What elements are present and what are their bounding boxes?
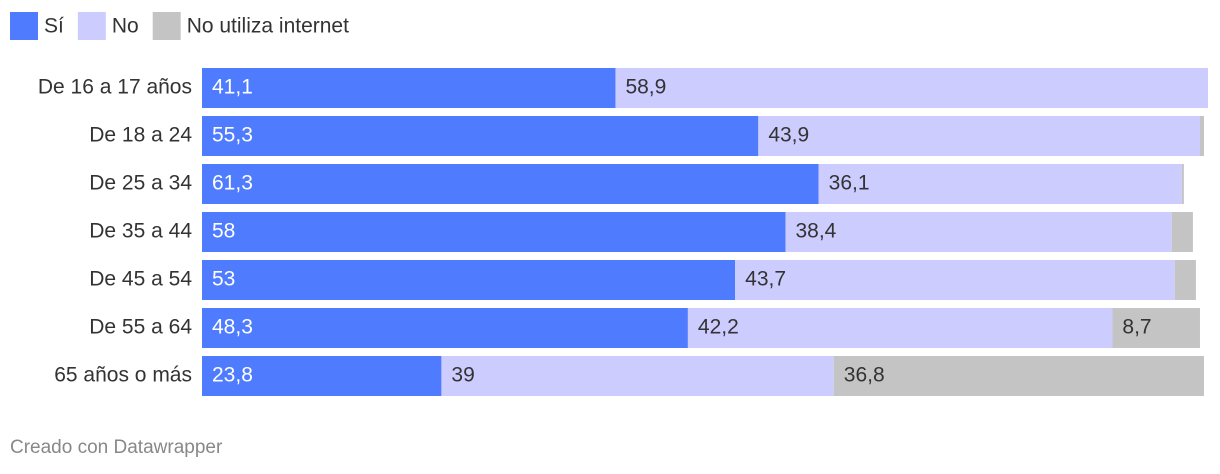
- bar-segment: [785, 212, 1172, 252]
- y-tick-label: De 25 a 34: [89, 172, 192, 195]
- value-label: 43,9: [768, 124, 809, 147]
- bar-segment: [615, 68, 1208, 108]
- bar-segment: [687, 308, 1113, 348]
- legend-label: No utiliza internet: [187, 15, 349, 38]
- legend: Sí No No utiliza internet: [10, 12, 349, 40]
- bar-segment: [202, 212, 786, 252]
- y-tick-label: De 55 a 64: [89, 316, 192, 339]
- value-label: 38,4: [795, 220, 836, 243]
- value-label: 42,2: [698, 316, 739, 339]
- legend-swatch: [152, 12, 181, 40]
- footer: Creado con Datawrapper: [10, 437, 223, 458]
- value-label: 36,1: [829, 172, 870, 195]
- bar-segment: [202, 68, 616, 108]
- value-label: 55,3: [212, 124, 253, 147]
- y-tick-label: De 45 a 54: [89, 268, 192, 291]
- bar-segment: [1171, 212, 1193, 252]
- bar-segment: [202, 308, 688, 348]
- bar-segment: [202, 260, 736, 300]
- y-tick-label: De 16 a 17 años: [38, 76, 192, 99]
- value-label: 23,8: [212, 364, 253, 387]
- value-label: 48,3: [212, 316, 253, 339]
- bar-segment: [833, 356, 1204, 396]
- value-label: 36,8: [844, 364, 885, 387]
- bar-segment: [1181, 164, 1184, 204]
- bar-segment: [818, 164, 1182, 204]
- bar-segment: [441, 356, 834, 396]
- bar-segment: [1174, 260, 1196, 300]
- y-tick-label: 65 años o más: [54, 364, 192, 387]
- value-label: 43,7: [745, 268, 786, 291]
- bar-segment: [202, 356, 442, 396]
- legend-label: No: [112, 15, 139, 38]
- bar-segment: [1199, 116, 1204, 156]
- bar-segment: [758, 116, 1200, 156]
- bar-segment: [202, 164, 819, 204]
- y-tick-label: De 18 a 24: [89, 124, 192, 147]
- value-label: 53: [212, 268, 235, 291]
- value-label: 58: [212, 220, 235, 243]
- legend-swatch: [77, 12, 106, 40]
- y-tick-label: De 35 a 44: [89, 220, 192, 243]
- legend-swatch: [10, 12, 38, 40]
- legend-label: Sí: [44, 15, 64, 38]
- value-label: 8,7: [1122, 316, 1151, 339]
- value-label: 39: [451, 364, 474, 387]
- bar-segment: [202, 116, 759, 156]
- value-label: 58,9: [625, 76, 666, 99]
- bar-segment: [1112, 308, 1200, 348]
- bar-segment: [735, 260, 1175, 300]
- value-label: 41,1: [212, 76, 253, 99]
- value-label: 61,3: [212, 172, 253, 195]
